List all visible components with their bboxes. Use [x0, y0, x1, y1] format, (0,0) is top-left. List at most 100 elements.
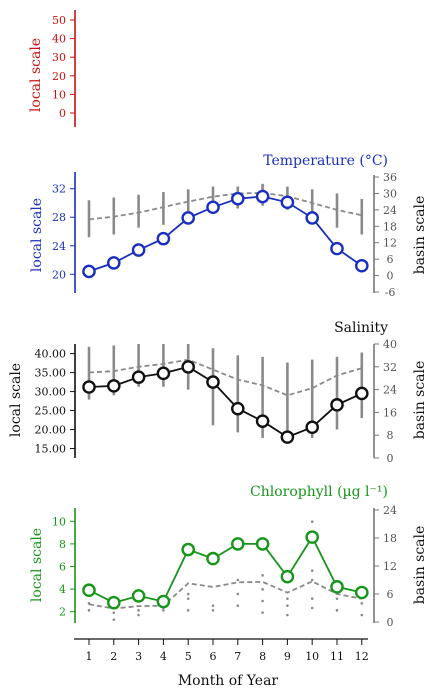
- top-left-tick-label: 50: [52, 14, 66, 27]
- salinity-local-point: [181, 360, 195, 374]
- chlorophyll-right-tick-label: 0: [387, 616, 394, 629]
- temperature-local-point: [206, 200, 220, 215]
- salinity-local-point: [230, 401, 245, 416]
- chlorophyll-basin-point: [335, 609, 339, 612]
- chlorophyll-basin-point: [360, 613, 364, 617]
- temperature-local-point: [330, 241, 344, 256]
- salinity-right-tick-label: 0: [387, 452, 394, 465]
- chlorophyll-basin-point: [261, 588, 264, 591]
- chlorophyll-basin-point: [112, 611, 116, 614]
- salinity-local-point: [280, 430, 295, 444]
- temperature-local-point: [230, 191, 245, 206]
- chlorophyll-right-tick-label: 6: [387, 588, 394, 601]
- panel-top-left-label: local scale: [28, 38, 44, 112]
- temperature-right-tick-label: -6: [385, 286, 396, 299]
- x-axis: 1 2 3 4 5 6 7 8 9 10 11 12 Month of Year: [74, 638, 369, 689]
- panel-salinity: Salinity local scale basin scale 15.00 20…: [8, 320, 428, 465]
- chlorophyll-left-tick-label: 10: [52, 515, 66, 528]
- chlorophyll-local-point: [330, 580, 344, 594]
- top-left-tick-label: 20: [52, 70, 66, 83]
- temperature-title: Temperature (°C): [263, 153, 388, 169]
- temperature-left-tick-label: 20: [52, 268, 66, 281]
- temperature-local-point: [181, 211, 195, 225]
- chlorophyll-basin-point: [87, 602, 91, 605]
- chlorophyll-local-point: [255, 537, 270, 551]
- chlorophyll-local-point: [206, 551, 220, 566]
- top-left-tick-label: 40: [52, 33, 66, 46]
- chlorophyll-basin-point: [286, 597, 289, 600]
- x-tick-label: 3: [135, 650, 142, 663]
- chlorophyll-left-tick-label: 2: [59, 606, 66, 619]
- temperature-left-label: local scale: [29, 198, 45, 272]
- temperature-right-label: basin scale: [412, 196, 428, 275]
- chlorophyll-right-tick-label: 24: [383, 504, 397, 517]
- chlorophyll-basin-point: [186, 592, 190, 596]
- chlorophyll-local-point: [181, 542, 195, 557]
- salinity-title: Salinity: [334, 320, 388, 336]
- salinity-local-point: [330, 398, 344, 412]
- chlorophyll-right-tick-label: 12: [383, 560, 397, 573]
- x-tick-label: 2: [110, 650, 117, 663]
- salinity-left-tick-label: 40.00: [35, 348, 67, 361]
- chlorophyll-basin-point: [162, 609, 165, 612]
- temperature-local-point: [255, 189, 270, 204]
- chlorophyll-left-tick-label: 6: [59, 561, 66, 574]
- x-tick-label: 10: [305, 650, 319, 663]
- chlorophyll-left-label: local scale: [29, 528, 45, 602]
- chlorophyll-basin-point: [137, 609, 140, 612]
- temperature-left-tick-label: 32: [52, 183, 66, 196]
- salinity-left-label: local scale: [8, 363, 24, 437]
- temperature-local-point: [305, 211, 320, 225]
- temperature-local-point: [156, 231, 171, 246]
- chlorophyll-local-point: [82, 583, 96, 598]
- x-tick-label: 5: [185, 650, 192, 663]
- chlorophyll-local-point: [156, 594, 171, 609]
- chlorophyll-basin-mean-line: [88, 580, 362, 610]
- salinity-local-point: [305, 420, 320, 435]
- salinity-right-label: basin scale: [412, 361, 428, 440]
- x-tick-label: 12: [355, 650, 369, 663]
- temperature-right-tick-label: 24: [383, 204, 397, 217]
- x-tick-label: 9: [284, 650, 291, 663]
- x-tick-label: 7: [234, 650, 241, 663]
- temperature-local-point: [131, 243, 146, 257]
- salinity-left-tick-label: 15.00: [35, 443, 67, 456]
- chlorophyll-basin-point: [211, 609, 215, 612]
- x-tick-label: 4: [160, 650, 167, 663]
- panel-top: local scale 0 10 20 30 40 50: [28, 10, 76, 127]
- chlorophyll-basin-point: [186, 609, 190, 612]
- salinity-left-tick-label: 35.00: [35, 367, 67, 380]
- temperature-local-point: [354, 258, 369, 273]
- salinity-local-line: [88, 365, 363, 439]
- salinity-basin-mean-line: [88, 358, 363, 397]
- salinity-local-point: [131, 370, 146, 384]
- chlorophyll-basin-point: [87, 609, 91, 612]
- temperature-right-tick-label: 30: [383, 187, 397, 200]
- salinity-local-point: [82, 380, 96, 394]
- chlorophyll-local-point: [131, 589, 146, 603]
- chlorophyll-basin-point: [310, 597, 314, 600]
- chlorophyll-basin-point: [211, 604, 215, 607]
- x-tick-label: 8: [259, 650, 266, 663]
- chlorophyll-left-tick-label: 8: [59, 538, 66, 551]
- temperature-left-tick-label: 24: [52, 240, 66, 253]
- temperature-basin-mean-line: [88, 191, 362, 221]
- salinity-local-point: [156, 366, 171, 381]
- x-tick-label: 6: [210, 650, 217, 663]
- x-axis-label: Month of Year: [178, 673, 279, 689]
- temperature-local-line: [88, 195, 363, 273]
- chlorophyll-local-point: [354, 585, 369, 600]
- salinity-right-tick-label: 16: [383, 406, 397, 419]
- salinity-local-point: [107, 379, 121, 393]
- chlorophyll-basin-point: [310, 578, 314, 582]
- salinity-local-point: [255, 414, 270, 428]
- top-left-tick-label: 30: [52, 51, 66, 64]
- panel-temperature: Temperature (°C) local scale basin scale…: [29, 153, 428, 299]
- chlorophyll-basin-point: [236, 578, 240, 582]
- chlorophyll-right-label: basin scale: [412, 526, 428, 605]
- temperature-right-tick-label: 12: [383, 237, 397, 250]
- chlorophyll-local-point: [305, 530, 320, 544]
- x-tick-label: 1: [86, 650, 93, 663]
- temperature-left-tick-label: 28: [52, 211, 66, 224]
